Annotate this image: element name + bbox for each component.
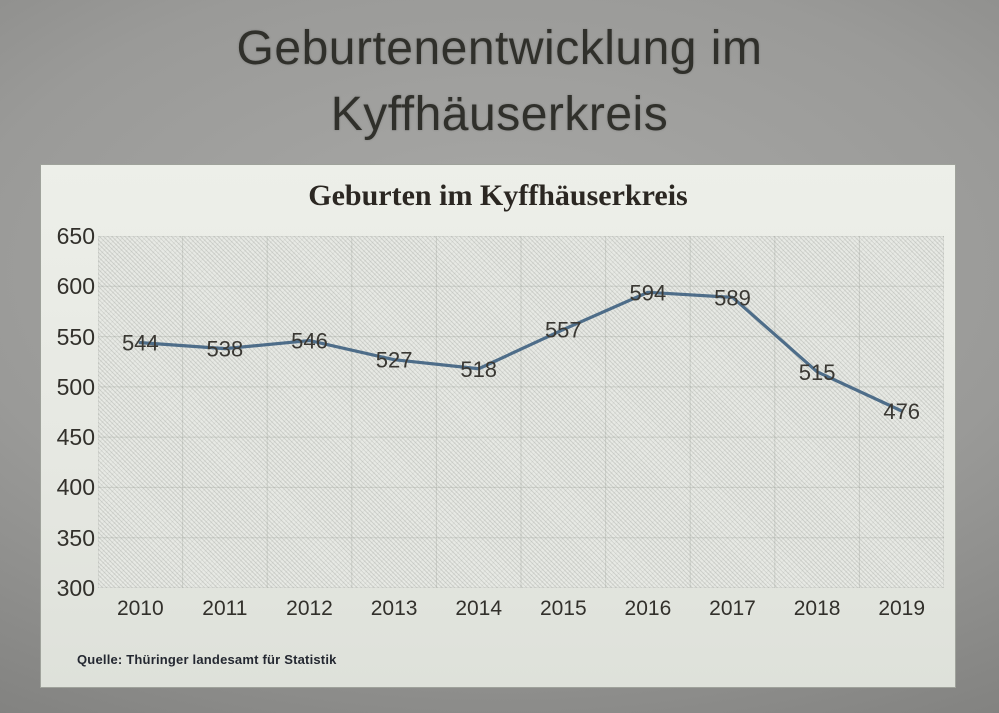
x-axis-tick-label: 2017 [709, 597, 756, 620]
plot-area: 544 538 546 527 518 557 594 589 515 476 [98, 236, 944, 588]
y-axis-tick-label: 300 [56, 575, 95, 601]
x-axis: 2010 2011 2012 2013 2014 2015 2016 2017 2018 2019 [41, 165, 955, 687]
births-trend-line [138, 290, 904, 413]
y-axis-tick-label: 400 [56, 474, 95, 501]
data-label: 515 [799, 360, 836, 385]
y-axis-tick-label: 500 [56, 373, 95, 400]
x-axis-tick-label: 2010 [116, 597, 164, 620]
y-axis-tick-label: 450 [56, 424, 95, 451]
slide-title: Geburtenentwicklung im Kyffhäuserkreis [0, 16, 999, 148]
y-axis: 650 600 550 500 450 400 350 300 [47, 165, 95, 687]
y-axis-tick-label: 350 [56, 524, 95, 551]
data-label: 546 [291, 329, 328, 354]
x-axis-tick-label: 2012 [286, 597, 333, 620]
slide-title-line2: Kyffhäuserkreis [330, 88, 669, 141]
data-label: 476 [883, 399, 920, 424]
x-axis-tick-label: 2011 [202, 597, 248, 620]
data-label: 538 [207, 337, 244, 362]
x-axis-tick-label: 2013 [370, 597, 418, 620]
y-axis-tick-label: 650 [56, 223, 95, 249]
data-label: 518 [460, 357, 497, 382]
data-label: 594 [630, 280, 667, 305]
data-label: 527 [376, 348, 413, 373]
y-axis-tick-label: 550 [56, 323, 95, 350]
x-axis-tick-label: 2016 [624, 597, 672, 620]
x-axis-tick-label: 2014 [455, 597, 503, 620]
data-labels: 544 538 546 527 518 557 594 589 515 476 [122, 280, 920, 424]
data-label: 557 [545, 318, 582, 343]
source-note: Quelle: Thüringer landesamt für Statisti… [77, 652, 337, 667]
slide-title-line1: Geburtenentwicklung im [236, 22, 763, 75]
gridlines [98, 236, 944, 588]
x-axis-tick-label: 2015 [539, 597, 587, 620]
chart-title: Geburten im Kyffhäuserkreis [308, 179, 688, 212]
line-chart: 544 538 546 527 518 557 594 589 515 476 [98, 236, 944, 588]
data-label: 589 [714, 285, 751, 310]
y-axis-tick-label: 600 [56, 273, 95, 300]
x-axis-tick-label: 2018 [793, 597, 841, 620]
data-label: 544 [122, 331, 159, 356]
x-axis-tick-label: 2019 [878, 597, 926, 620]
chart-card: Geburten im Kyffhäuserkreis 650 600 550 500… [40, 164, 956, 688]
